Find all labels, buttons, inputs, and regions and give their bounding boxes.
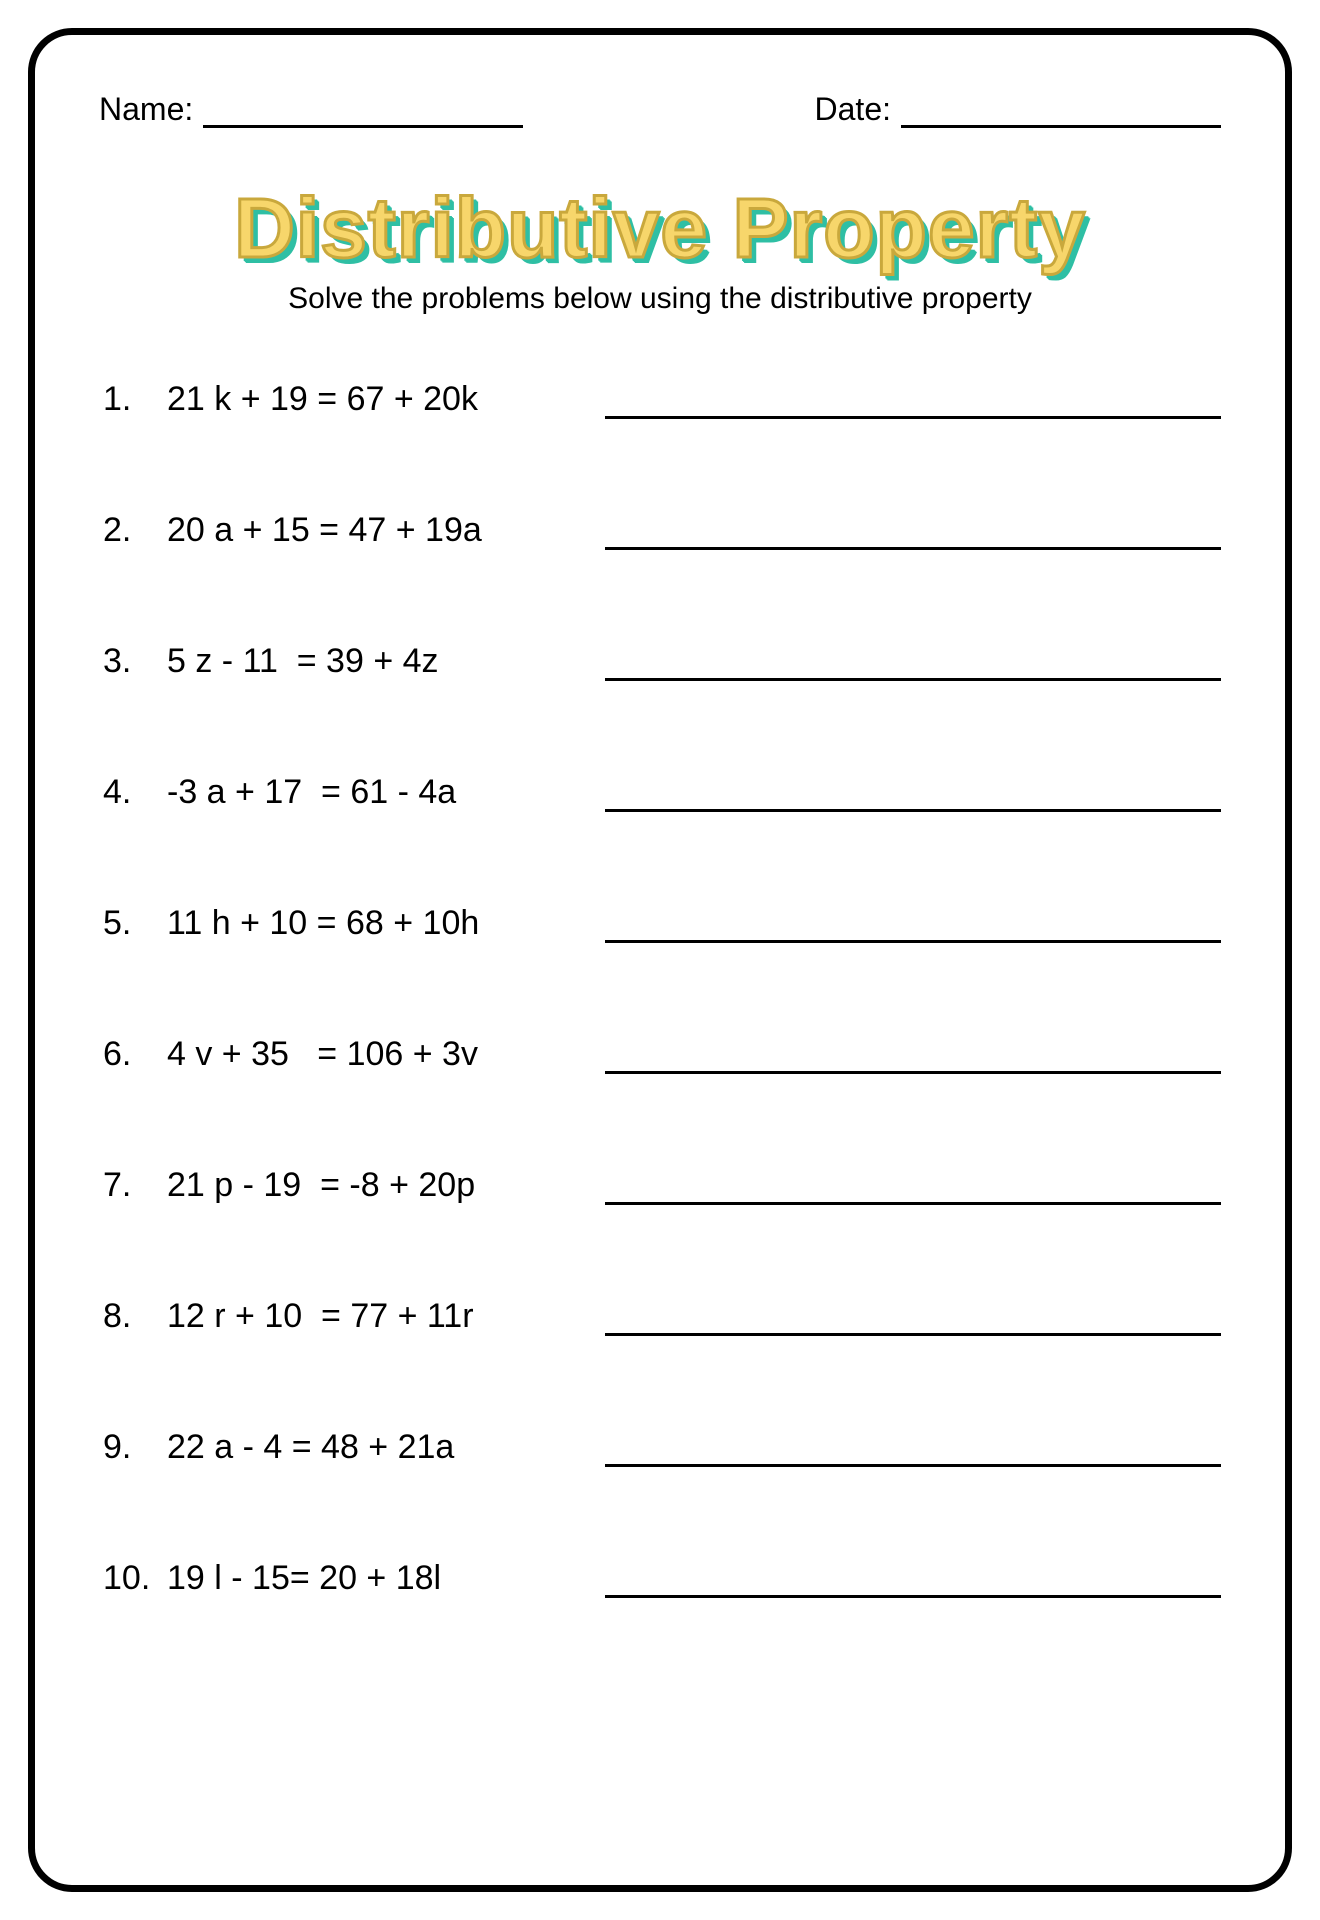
answer-line[interactable] [605, 520, 1221, 550]
worksheet-page: Name: Date: Distributive Property Solve … [28, 28, 1292, 1892]
worksheet-subtitle: Solve the problems below using the distr… [99, 282, 1221, 316]
name-field: Name: [99, 91, 523, 128]
problem-row: 3. 5 z - 11 = 39 + 4z [103, 642, 1221, 681]
problem-equation: 21 p - 19 = -8 + 20p [167, 1166, 597, 1205]
problem-row: 2. 20 a + 15 = 47 + 19a [103, 511, 1221, 550]
answer-line[interactable] [605, 1568, 1221, 1598]
problem-equation: 11 h + 10 = 68 + 10h [167, 904, 597, 943]
problem-number: 5. [103, 904, 167, 943]
header-row: Name: Date: [99, 91, 1221, 128]
problem-row: 4. -3 a + 17 = 61 - 4a [103, 773, 1221, 812]
problem-row: 6. 4 v + 35 = 106 + 3v [103, 1035, 1221, 1074]
problem-equation: 4 v + 35 = 106 + 3v [167, 1035, 597, 1074]
date-label: Date: [815, 91, 891, 128]
problem-row: 5. 11 h + 10 = 68 + 10h [103, 904, 1221, 943]
problem-number: 2. [103, 511, 167, 550]
answer-line[interactable] [605, 651, 1221, 681]
name-label: Name: [99, 91, 193, 128]
name-input-line[interactable] [203, 96, 523, 128]
problem-row: 10. 19 l - 15= 20 + 18l [103, 1559, 1221, 1598]
problem-number: 9. [103, 1428, 167, 1467]
problem-row: 8. 12 r + 10 = 77 + 11r [103, 1297, 1221, 1336]
problem-equation: -3 a + 17 = 61 - 4a [167, 773, 597, 812]
problem-list: 1. 21 k + 19 = 67 + 20k 2. 20 a + 15 = 4… [99, 380, 1221, 1598]
answer-line[interactable] [605, 782, 1221, 812]
problem-equation: 22 a - 4 = 48 + 21a [167, 1428, 597, 1467]
problem-number: 7. [103, 1166, 167, 1205]
problem-number: 8. [103, 1297, 167, 1336]
problem-number: 10. [103, 1559, 167, 1598]
date-input-line[interactable] [901, 96, 1221, 128]
problem-equation: 20 a + 15 = 47 + 19a [167, 511, 597, 550]
problem-row: 7. 21 p - 19 = -8 + 20p [103, 1166, 1221, 1205]
problem-equation: 12 r + 10 = 77 + 11r [167, 1297, 597, 1336]
problem-equation: 21 k + 19 = 67 + 20k [167, 380, 597, 419]
answer-line[interactable] [605, 1437, 1221, 1467]
answer-line[interactable] [605, 1175, 1221, 1205]
answer-line[interactable] [605, 913, 1221, 943]
problem-row: 9. 22 a - 4 = 48 + 21a [103, 1428, 1221, 1467]
worksheet-title: Distributive Property [234, 184, 1086, 272]
title-wrap: Distributive Property [99, 184, 1221, 272]
answer-line[interactable] [605, 1306, 1221, 1336]
answer-line[interactable] [605, 1044, 1221, 1074]
problem-number: 1. [103, 380, 167, 419]
date-field: Date: [815, 91, 1221, 128]
answer-line[interactable] [605, 389, 1221, 419]
problem-number: 6. [103, 1035, 167, 1074]
problem-row: 1. 21 k + 19 = 67 + 20k [103, 380, 1221, 419]
problem-equation: 19 l - 15= 20 + 18l [167, 1559, 597, 1598]
problem-equation: 5 z - 11 = 39 + 4z [167, 642, 597, 681]
problem-number: 4. [103, 773, 167, 812]
problem-number: 3. [103, 642, 167, 681]
